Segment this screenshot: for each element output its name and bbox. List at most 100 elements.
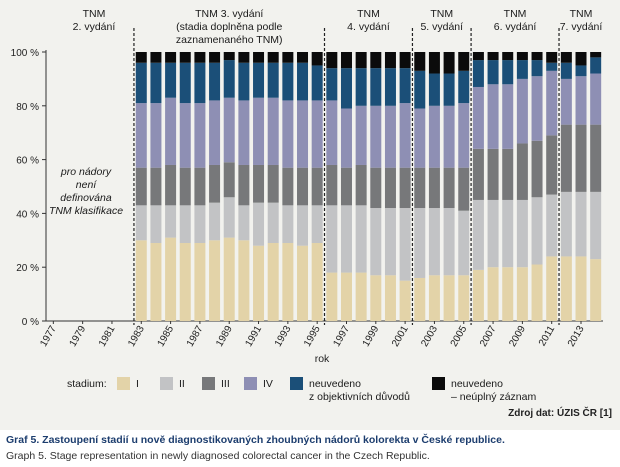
bar-segment: [209, 202, 221, 241]
stacked-bar-chart: 0 % 20 % 40 % 60 % 80 % 100 % 1977 1979 1981 1983…: [11, 8, 603, 403]
bar-segment: [311, 65, 323, 101]
bar-segment: [238, 100, 250, 165]
bar-segment: [282, 52, 294, 63]
bar-segment: [165, 62, 177, 98]
bar-segment: [297, 100, 309, 168]
bar-segment: [399, 103, 411, 168]
bar-segment: [546, 52, 558, 63]
bar-segment: [399, 52, 411, 69]
bar-segment: [384, 208, 396, 276]
bar-segment: [428, 208, 440, 276]
bar-segment: [209, 100, 221, 165]
bar-segment: [370, 275, 382, 321]
bar-segment: [326, 272, 338, 321]
bar-segment: [165, 205, 177, 238]
bar-segment: [253, 62, 265, 98]
bar-segment: [560, 62, 572, 79]
x-tick-label: 1995: [302, 324, 323, 349]
bar-segment: [472, 60, 484, 87]
bar-segment: [194, 103, 206, 168]
bar-segment: [472, 86, 484, 149]
bar-segment: [414, 70, 426, 109]
bar-segment: [223, 52, 235, 61]
legend-label: I: [136, 378, 139, 390]
bar-segment: [384, 167, 396, 209]
bar-segment: [238, 164, 250, 206]
bar-segment: [428, 73, 440, 106]
bar-segment: [209, 52, 221, 63]
legend-swatch: [432, 377, 445, 390]
bar-segment: [311, 100, 323, 168]
bar-segment: [575, 65, 587, 77]
bar-segment: [502, 52, 514, 61]
bar-segment: [135, 103, 147, 168]
bar-segment: [165, 237, 177, 321]
bar-segment: [135, 167, 147, 206]
bar-segment: [253, 52, 265, 63]
y-tick-label: 40 %: [16, 209, 39, 220]
bar-segment: [516, 60, 528, 79]
edition-label: 7. vydání: [560, 21, 603, 33]
bar-segment: [516, 267, 528, 321]
bar-segment: [546, 135, 558, 195]
bar-segment: [297, 205, 309, 246]
bar-segment: [472, 52, 484, 61]
bar-segment: [546, 70, 558, 136]
x-tick-label: 1989: [214, 324, 235, 349]
bar-segment: [516, 78, 528, 144]
bar-segment: [472, 199, 484, 270]
bar-segment: [209, 164, 221, 203]
edition-label: (stadia doplněna podle: [176, 21, 282, 33]
bar-segment: [590, 52, 602, 58]
x-tick-label: 1999: [361, 324, 382, 349]
bar-segment: [223, 60, 235, 98]
bar-segment: [355, 105, 367, 165]
bar-segment: [590, 57, 602, 74]
bar-segment: [253, 164, 265, 203]
bar-segment: [340, 108, 352, 168]
bar-segment: [458, 103, 470, 168]
bar-segment: [135, 52, 147, 63]
legend-label: IV: [263, 378, 273, 390]
bar-segment: [370, 52, 382, 69]
bar-segment: [223, 237, 235, 321]
bar-segment: [135, 240, 147, 321]
bar-segment: [531, 76, 543, 141]
bar-segment: [223, 97, 235, 163]
bar-segment: [297, 167, 309, 206]
bar-segment: [414, 108, 426, 168]
bar-segment: [502, 60, 514, 85]
bar-segment: [487, 52, 499, 61]
bar-segment: [355, 205, 367, 273]
x-tick-label: 2001: [390, 324, 411, 349]
y-tick-label: 0 %: [22, 317, 39, 328]
bar-segment: [384, 68, 396, 106]
x-tick-label: 1979: [68, 324, 89, 349]
no-tnm-note: TNM klasifikace: [49, 205, 123, 217]
x-axis-title: rok: [315, 353, 330, 365]
bar-segment: [282, 167, 294, 206]
bar-segment: [370, 167, 382, 209]
bar-segment: [516, 143, 528, 200]
bar-segment: [282, 62, 294, 101]
bar-segment: [340, 68, 352, 109]
no-tnm-note: definována: [60, 192, 112, 204]
bar-segment: [370, 208, 382, 276]
bar-segment: [179, 167, 191, 206]
bar-segment: [560, 256, 572, 321]
legend-label: neuvedeno: [309, 378, 361, 390]
bar-segment: [458, 275, 470, 321]
bar-segment: [458, 52, 470, 71]
bar-segment: [326, 100, 338, 165]
bar-segment: [487, 148, 499, 200]
bar-segment: [179, 242, 191, 321]
bar-segment: [282, 242, 294, 321]
edition-label: 6. vydání: [494, 21, 537, 33]
bar-segment: [531, 52, 543, 61]
bar-segment: [179, 103, 191, 168]
bar-segment: [472, 269, 484, 321]
bar-segment: [253, 245, 265, 321]
bar-segment: [443, 73, 455, 106]
bar-segment: [238, 240, 250, 321]
edition-label: TNM: [570, 8, 593, 20]
